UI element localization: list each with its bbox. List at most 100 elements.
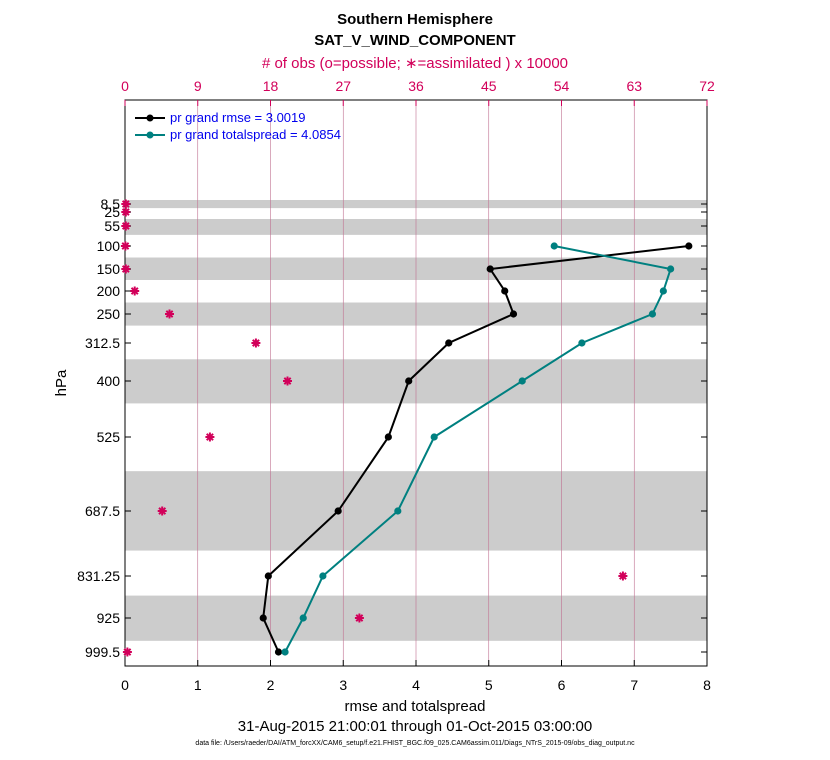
top-tick-label: 45 [481, 78, 497, 94]
y-tick-label: 525 [97, 429, 121, 445]
rmse-point [501, 287, 509, 295]
y-axis-label: hPa [53, 369, 70, 396]
totalspread-point [659, 287, 667, 295]
x-tick-label: 7 [630, 677, 638, 693]
y-tick-label: 250 [97, 306, 121, 322]
chart-title: Southern Hemisphere [337, 11, 493, 28]
data-file-path: data file: /Users/raeder/DAI/ATM_forcXX/… [195, 740, 635, 747]
rmse-point [384, 433, 392, 441]
obs-marker-core [123, 223, 129, 229]
obs-marker [121, 207, 131, 217]
obs-marker-core [122, 243, 128, 249]
obs-marker-core [620, 573, 626, 579]
totalspread-point [430, 433, 438, 441]
obs-marker-core [124, 649, 130, 655]
obs-marker [165, 309, 174, 319]
obs-marker [251, 338, 261, 348]
obs-marker-core [253, 340, 259, 346]
totalspread-point [299, 614, 307, 622]
legend: pr grand rmse = 3.0019 pr grand totalspr… [135, 110, 341, 142]
legend-label-rmse: pr grand rmse = 3.0019 [170, 110, 306, 125]
obs-marker [283, 376, 292, 386]
obs-marker-core [123, 201, 129, 207]
y-tick-label: 312.5 [85, 335, 120, 351]
rmse-point [685, 242, 693, 250]
obs-marker-core [285, 378, 290, 384]
y-tick-label: 400 [97, 373, 121, 389]
y-tick-label: 150 [97, 261, 121, 277]
chart-subtitle: SAT_V_WIND_COMPONENT [314, 32, 515, 49]
totalspread-point [648, 310, 657, 318]
obs-marker [122, 647, 132, 657]
rmse-point [259, 614, 267, 622]
bottom-axis: 0 1 2 3 4 5 6 7 8 [121, 660, 711, 693]
y-tick-label: 200 [97, 283, 121, 299]
x-tick-label: 3 [339, 677, 347, 693]
top-tick-label: 9 [194, 78, 202, 94]
obs-marker-core [207, 434, 213, 440]
obs-marker [130, 286, 140, 296]
obs-count-markers [120, 199, 628, 657]
top-tick-label: 63 [626, 78, 642, 94]
totalspread-point [394, 507, 402, 515]
x-tick-label: 4 [412, 677, 420, 693]
rmse-point [274, 648, 283, 656]
rmse-point [334, 507, 342, 515]
x-tick-label: 2 [267, 677, 275, 693]
top-tick-label: 54 [554, 78, 570, 94]
obs-marker [157, 506, 167, 516]
obs-marker [120, 241, 130, 251]
y-tick-label: 8.5 [101, 196, 121, 212]
top-tick-label: 18 [263, 78, 279, 94]
y-tick-label: 687.5 [85, 503, 120, 519]
rmse-point [509, 310, 518, 318]
legend-label-totalspread: pr grand totalspread = 4.0854 [170, 127, 341, 142]
obs-marker-core [159, 508, 165, 514]
y-tick-label: 925 [97, 610, 121, 626]
totalspread-point [578, 339, 586, 347]
y-tick-label: 25 [104, 204, 120, 220]
obs-marker [121, 264, 131, 274]
top-tick-label: 72 [699, 78, 715, 94]
y-tick-label: 999.5 [85, 644, 120, 660]
top-tick-label: 36 [408, 78, 424, 94]
y-tick-label: 831.25 [77, 568, 120, 584]
vertical-gridlines [197, 100, 635, 666]
totalspread-point [281, 648, 289, 656]
x-axis-label: rmse and totalspread [345, 698, 486, 715]
obs-marker [354, 613, 364, 623]
top-tick-label: 0 [121, 78, 129, 94]
legend-marker-totalspread [146, 131, 154, 139]
y-tick-label: 100 [97, 238, 121, 254]
top-axis-label: # of obs (o=possible; ∗=assimilated ) x … [262, 55, 568, 72]
x-tick-label: 6 [558, 677, 566, 693]
rmse-point [264, 572, 272, 580]
x-tick-label: 1 [194, 677, 202, 693]
totalspread-point [550, 242, 558, 250]
rmse-point [405, 377, 413, 385]
totalspread-point [518, 377, 526, 385]
date-range: 31-Aug-2015 21:00:01 through 01-Oct-2015… [238, 718, 592, 735]
top-tick-label: 27 [335, 78, 351, 94]
x-tick-label: 5 [485, 677, 493, 693]
totalspread-point [667, 265, 675, 273]
obs-marker-core [356, 615, 362, 621]
obs-marker [618, 571, 628, 581]
obs-marker-core [167, 311, 172, 317]
obs-marker-core [123, 266, 129, 272]
rmse-point [486, 265, 494, 273]
x-tick-label: 0 [121, 677, 129, 693]
obs-marker [205, 432, 215, 442]
totalspread-point [319, 572, 327, 580]
rmse-point [445, 339, 453, 347]
legend-marker-rmse [146, 114, 154, 122]
y-tick-label: 55 [104, 218, 120, 234]
obs-marker [121, 199, 131, 209]
obs-marker-core [132, 288, 138, 294]
data-series [259, 242, 693, 656]
top-axis: 0 9 18 27 36 45 54 63 72 [121, 78, 715, 106]
obs-marker [121, 221, 131, 231]
x-tick-label: 8 [703, 677, 711, 693]
